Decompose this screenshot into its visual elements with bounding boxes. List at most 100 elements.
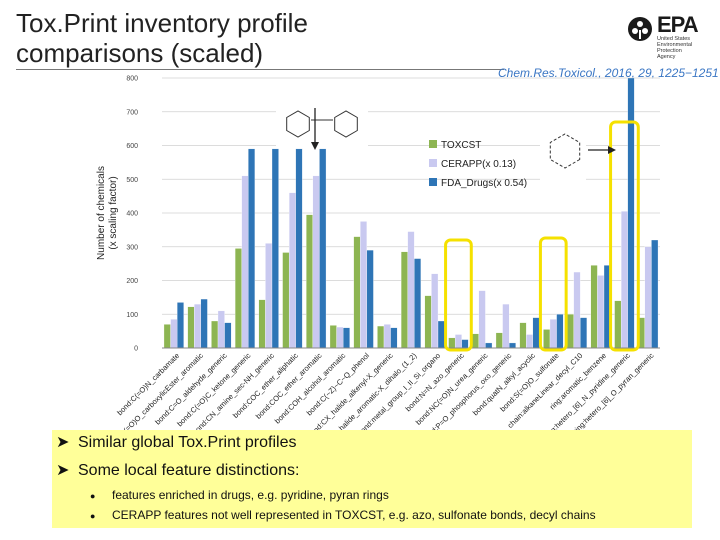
bar-toxcst xyxy=(234,248,242,349)
callout-box-azo xyxy=(444,238,473,352)
bar-fda_drugs xyxy=(627,77,635,349)
y-axis-title: (x scaling factor) xyxy=(108,176,119,249)
bar-fda_drugs xyxy=(177,302,184,349)
sub-bullet-1: ● features enriched in drugs, e.g. pyridi… xyxy=(90,488,389,502)
legend-label: TOXCST xyxy=(441,140,481,151)
bar-cerapp xyxy=(383,324,391,349)
bar-toxcst xyxy=(211,320,219,349)
bar-fda_drugs xyxy=(556,314,564,349)
bar-toxcst xyxy=(495,332,503,349)
y-tick-label: 500 xyxy=(126,177,138,184)
bar-cerapp xyxy=(549,319,557,349)
legend-label: CERAPP(x 0.13) xyxy=(441,159,516,170)
bar-cerapp xyxy=(454,334,462,349)
legend-swatch xyxy=(429,140,437,148)
bar-toxcst xyxy=(543,329,551,349)
bar-fda_drugs xyxy=(485,342,493,349)
epa-logo-subtitle: United States Environmental Protection A… xyxy=(657,36,717,60)
pyridine-structure-icon xyxy=(540,118,586,184)
epa-logo-text: EPA xyxy=(657,12,699,37)
y-tick-label: 400 xyxy=(126,211,138,218)
sub-bullet-dot-icon: ● xyxy=(90,511,96,521)
epa-logo-subtitle-line2: Environmental Protection xyxy=(657,42,693,54)
bar-fda_drugs xyxy=(200,298,208,349)
bar-fda_drugs xyxy=(224,322,232,349)
legend-label: FDA_Drugs(x 0.54) xyxy=(441,178,527,189)
bar-toxcst xyxy=(519,322,527,349)
biphenyl-structure-icon xyxy=(276,102,368,146)
callout-box-sulfonate xyxy=(538,236,568,352)
bar-cerapp xyxy=(502,303,510,349)
bar-cerapp xyxy=(265,243,273,349)
epa-logo: EPA United States Environmental Protecti… xyxy=(627,12,717,60)
bar-cerapp xyxy=(431,273,439,349)
sub-bullet-2-text: CERAPP features not well represented in … xyxy=(112,508,596,522)
y-tick-label: 200 xyxy=(126,278,138,285)
bar-cerapp xyxy=(573,271,581,349)
bar-cerapp xyxy=(597,275,605,349)
bar-toxcst xyxy=(614,300,622,349)
sub-bullet-2: ● CERAPP features not well represented in… xyxy=(90,508,596,522)
bar-cerapp xyxy=(526,334,534,349)
y-tick-label: 100 xyxy=(126,312,138,319)
bullet-2: ➤ Some local feature distinctions: xyxy=(56,460,299,480)
y-tick-label: 700 xyxy=(126,109,138,116)
bar-fda_drugs xyxy=(414,258,422,349)
bar-toxcst xyxy=(306,214,313,349)
bar-toxcst xyxy=(258,299,266,349)
bar-fda_drugs xyxy=(319,148,327,349)
arrow-icon xyxy=(608,146,616,154)
bar-fda_drugs xyxy=(271,148,279,349)
bar-toxcst xyxy=(472,333,479,349)
bullet-arrow-icon: ➤ xyxy=(56,462,70,479)
bar-toxcst xyxy=(329,325,337,349)
bar-toxcst xyxy=(187,306,195,349)
bar-toxcst xyxy=(377,325,385,349)
bar-cerapp xyxy=(312,175,320,349)
bar-fda_drugs xyxy=(437,320,445,349)
legend-swatch xyxy=(429,159,437,167)
bar-fda_drugs xyxy=(651,239,659,349)
citation: Chem.Res.Toxicol., 2016, 29, 1225−1251 xyxy=(498,66,719,80)
bar-toxcst xyxy=(424,295,432,349)
bar-toxcst xyxy=(282,252,290,349)
bar-cerapp xyxy=(336,326,344,349)
bar-fda_drugs xyxy=(509,342,516,349)
y-axis-title: Number of chemicals xyxy=(96,166,107,260)
sub-bullet-1-text: features enriched in drugs, e.g. pyridin… xyxy=(112,488,389,502)
bar-fda_drugs xyxy=(390,327,398,349)
bar-cerapp xyxy=(288,192,296,349)
bar-cerapp xyxy=(478,290,486,349)
bar-toxcst xyxy=(566,314,574,349)
bar-toxcst xyxy=(400,251,408,349)
y-tick-label: 300 xyxy=(126,244,138,251)
y-tick-label: 0 xyxy=(134,346,138,353)
bar-fda_drugs xyxy=(366,249,374,349)
y-tick-label: 800 xyxy=(126,76,138,83)
bar-toxcst xyxy=(590,265,598,349)
sub-bullet-dot-icon: ● xyxy=(90,491,96,501)
bar-fda_drugs xyxy=(461,339,469,349)
epa-logo-subtitle-line1: United States xyxy=(657,36,691,42)
bar-toxcst xyxy=(353,236,361,349)
slide-title-line2: comparisons (scaled) xyxy=(16,38,264,68)
epa-flower-icon xyxy=(628,17,652,41)
y-tick-label: 600 xyxy=(126,143,138,150)
slide-title: Tox.Print inventory profile comparisons … xyxy=(16,8,308,68)
bar-cerapp xyxy=(194,303,202,349)
bar-chart: 0 100 200 300 400 500 600 700 800 Number of chemi… xyxy=(96,76,660,430)
bullet-1-text: Similar global Tox.Print profiles xyxy=(78,434,297,451)
bar-fda_drugs xyxy=(248,148,256,349)
bar-fda_drugs xyxy=(295,148,303,349)
bar-fda_drugs xyxy=(343,327,350,349)
bar-cerapp xyxy=(241,175,249,349)
bar-cerapp xyxy=(170,319,178,349)
legend-swatch xyxy=(429,178,437,186)
bar-fda_drugs xyxy=(580,317,588,349)
bullet-arrow-icon: ➤ xyxy=(56,434,70,451)
bar-toxcst xyxy=(448,337,456,349)
bullet-box: ➤ Similar global Tox.Print profiles ➤ Some… xyxy=(52,430,692,528)
bar-toxcst xyxy=(163,324,171,349)
bar-cerapp xyxy=(360,221,368,349)
title-underline xyxy=(16,69,504,70)
